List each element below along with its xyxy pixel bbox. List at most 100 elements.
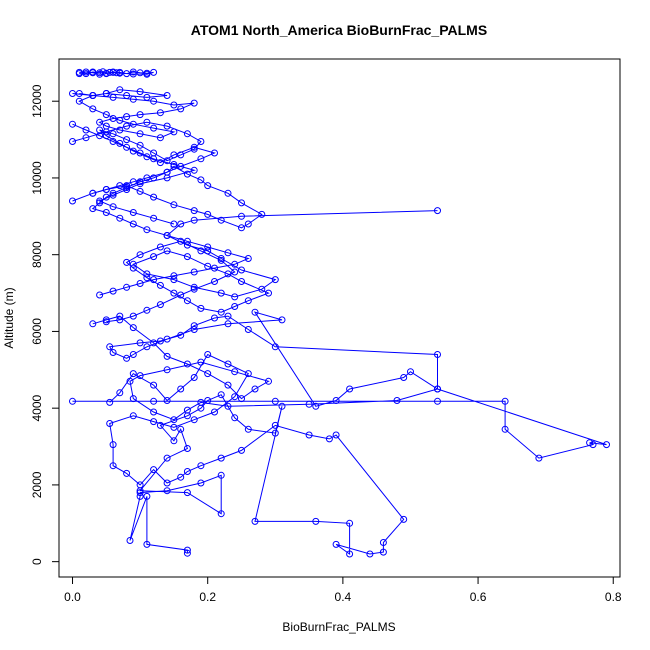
data-point (109, 462, 117, 470)
data-point (156, 337, 164, 345)
data-point (190, 285, 198, 293)
data-point (170, 276, 178, 284)
data-point (150, 276, 158, 284)
data-point (116, 214, 124, 222)
data-point (183, 297, 191, 305)
data-point (129, 68, 137, 76)
data-point (177, 237, 185, 245)
data-point (258, 210, 266, 218)
data-point (204, 370, 212, 378)
data-point (102, 209, 110, 216)
data-point (116, 316, 124, 324)
series-line (72, 123, 197, 225)
data-point (434, 351, 441, 358)
data-point (89, 105, 97, 113)
data-point (170, 289, 178, 297)
data-point (346, 550, 354, 558)
data-point (82, 68, 90, 76)
data-point (136, 111, 144, 119)
data-point (96, 132, 104, 140)
data-point (136, 141, 144, 149)
data-point (183, 170, 191, 178)
data-point (129, 412, 137, 420)
data-point (136, 280, 144, 287)
data-point (501, 397, 509, 405)
data-point (143, 492, 151, 500)
data-point (244, 220, 252, 228)
data-point (190, 326, 198, 333)
data-point (123, 122, 131, 130)
data-point (217, 255, 225, 262)
data-point (156, 159, 164, 167)
data-point (231, 303, 239, 310)
data-point (96, 199, 104, 207)
data-point (400, 515, 408, 523)
data-point (102, 70, 110, 78)
data-point (197, 398, 205, 406)
data-point (109, 93, 117, 101)
data-point (305, 400, 313, 408)
y-axis: 0 2000 4000 6000 8000 10000 12000 (30, 84, 60, 565)
data-point (143, 270, 151, 278)
data-point (183, 468, 191, 475)
data-point (150, 253, 158, 261)
data-point (346, 519, 354, 527)
data-point (434, 397, 441, 405)
data-point (183, 360, 191, 368)
data-point (183, 549, 191, 557)
x-tick-label: 0.8 (605, 590, 622, 604)
data-point (109, 191, 117, 199)
data-point (190, 216, 198, 224)
data-point (82, 134, 90, 142)
data-point (150, 193, 158, 201)
data-point (204, 210, 212, 218)
data-point (109, 287, 117, 295)
data-point (136, 130, 144, 138)
data-point (129, 324, 137, 332)
x-tick-label: 0.2 (199, 590, 216, 604)
data-point (156, 243, 164, 251)
data-point (123, 283, 131, 291)
data-point (109, 115, 117, 122)
data-point (69, 90, 76, 97)
data-point (183, 253, 191, 261)
data-point (217, 510, 225, 518)
data-point (183, 489, 191, 497)
data-point (312, 402, 320, 410)
data-point (346, 385, 354, 393)
data-point (183, 237, 191, 245)
data-point (278, 402, 286, 410)
data-point (123, 136, 131, 144)
data-point (163, 232, 171, 239)
data-point (278, 316, 286, 324)
data-point (129, 370, 137, 378)
data-point (244, 425, 252, 433)
data-point (75, 90, 83, 97)
data-point (136, 187, 144, 195)
series-line (109, 353, 405, 555)
data-point (123, 92, 131, 99)
x-tick-label: 0.4 (335, 590, 352, 604)
data-point (217, 216, 225, 224)
data-point (183, 445, 191, 452)
data-point (136, 339, 144, 347)
data-point (136, 178, 144, 186)
data-point (96, 197, 104, 205)
data-point (136, 372, 144, 380)
data-point (143, 70, 151, 78)
data-point (89, 92, 97, 99)
data-point (150, 397, 158, 405)
data-point (143, 274, 151, 282)
data-point (258, 285, 266, 293)
data-point (163, 122, 171, 130)
data-point (136, 149, 144, 157)
x-tick-label: 0.0 (64, 590, 81, 604)
data-point (150, 418, 158, 426)
data-point (190, 322, 198, 330)
data-point (123, 469, 131, 477)
data-point (129, 70, 137, 78)
data-point (244, 255, 252, 262)
data-point (156, 301, 164, 309)
data-point (69, 138, 76, 145)
